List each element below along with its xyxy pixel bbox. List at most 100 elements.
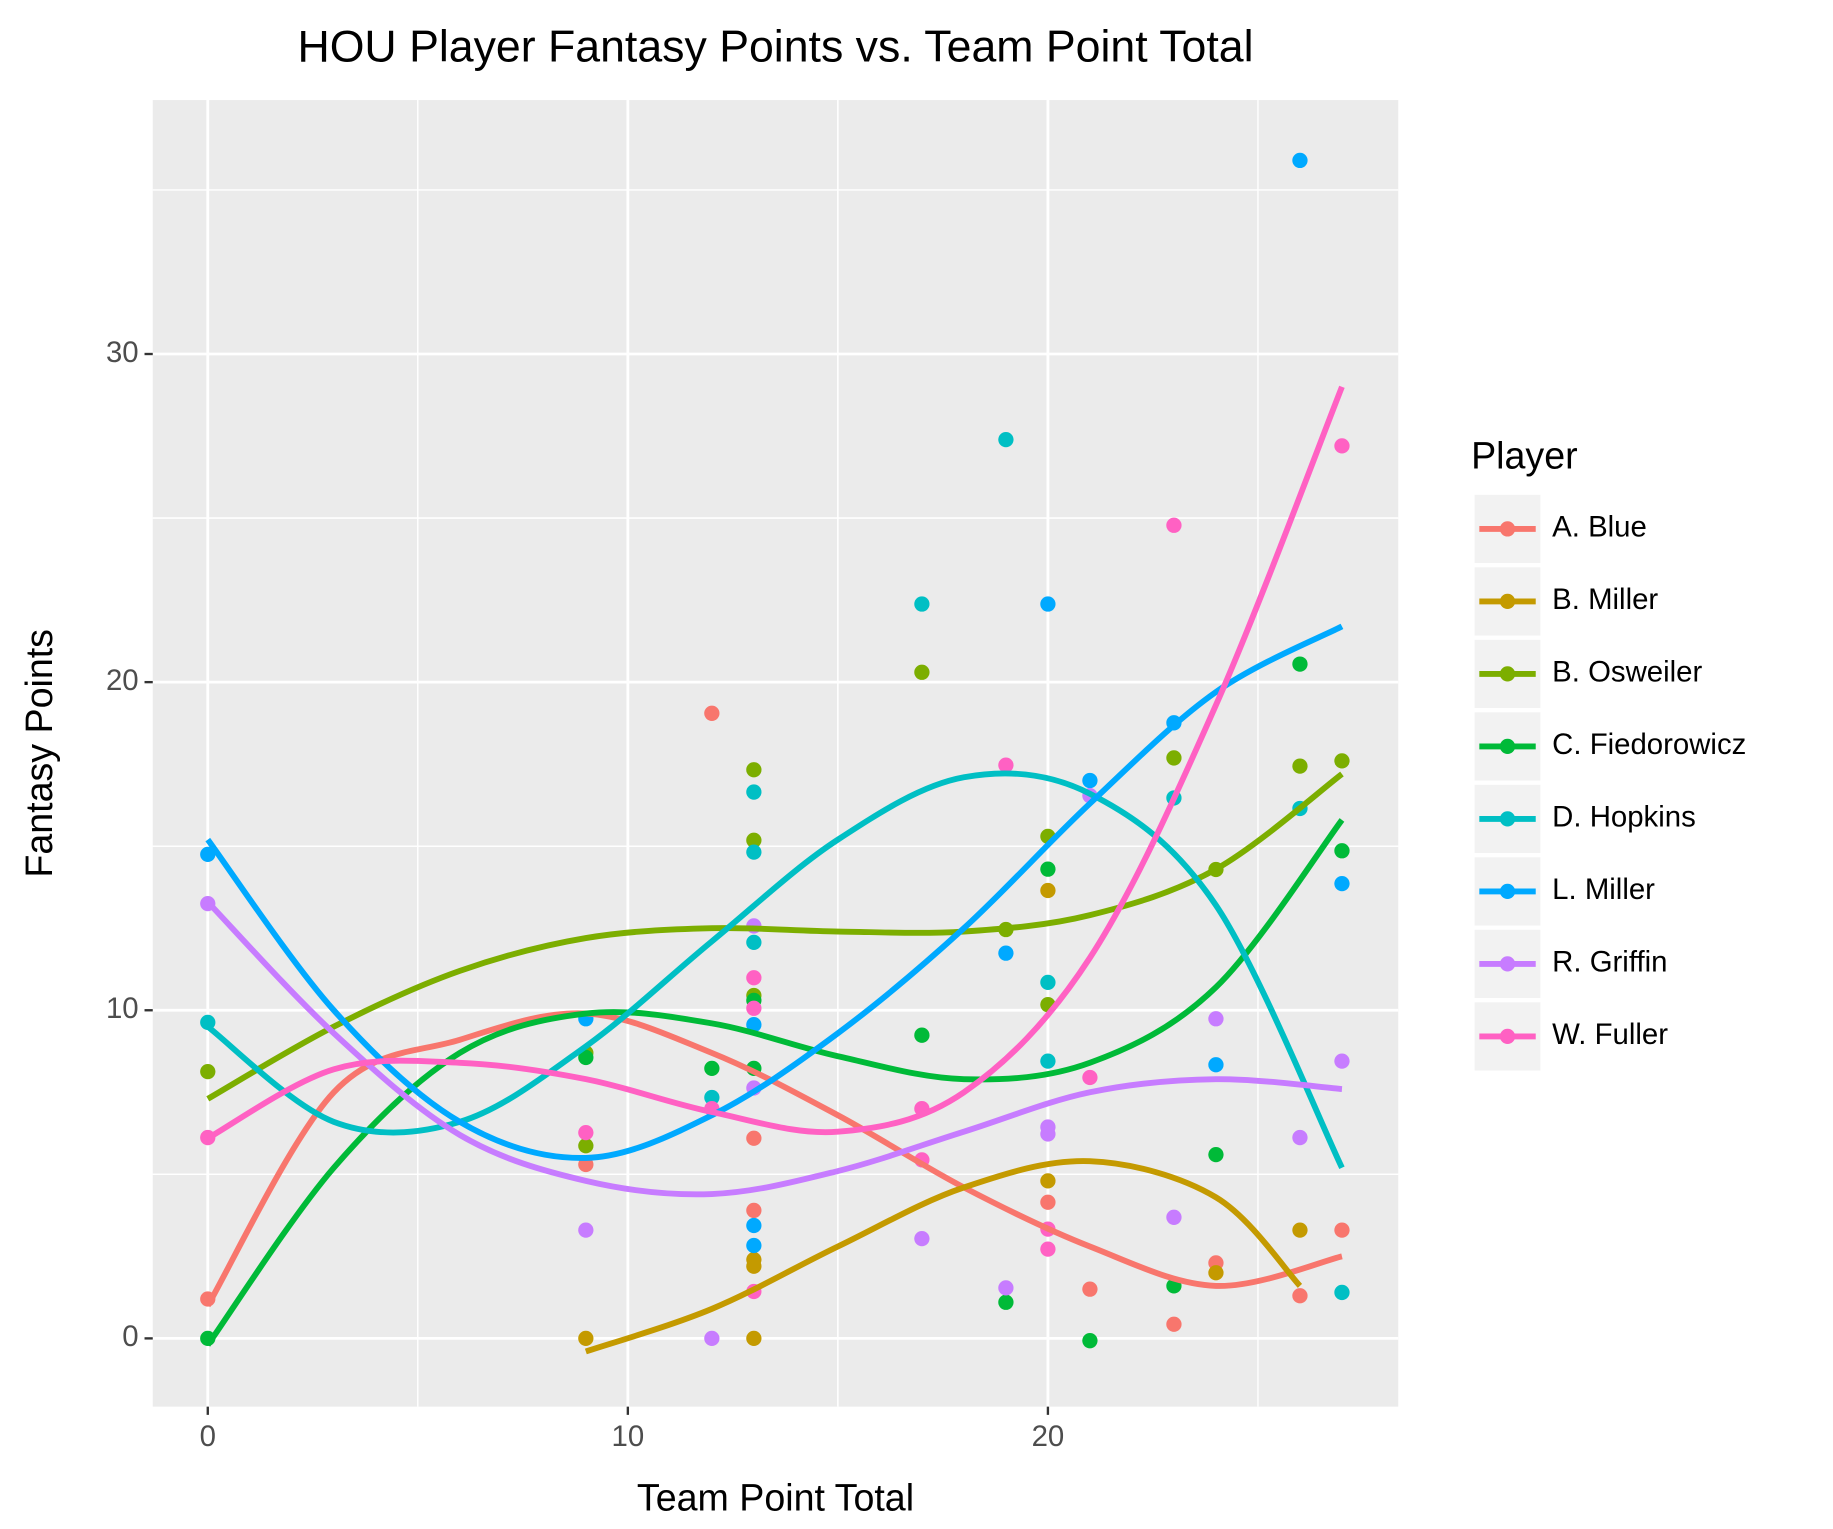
legend-key-point — [1499, 521, 1516, 537]
point — [746, 844, 762, 860]
point — [746, 1237, 762, 1254]
legend-key-point — [1499, 666, 1516, 682]
chart-title: HOU Player Fantasy Points vs. Team Point… — [297, 22, 1253, 71]
point — [1292, 656, 1308, 672]
point — [704, 1330, 720, 1347]
y-tick-label: 20 — [106, 664, 139, 697]
point — [1208, 1011, 1224, 1027]
point — [1292, 152, 1308, 169]
point — [998, 1294, 1014, 1310]
point — [1334, 438, 1350, 454]
legend-key-point — [1499, 883, 1516, 900]
point — [1292, 1129, 1308, 1146]
point — [1040, 1194, 1056, 1210]
legend-label: R. Griffin — [1552, 946, 1667, 979]
legend-key-point — [1499, 956, 1516, 972]
x-tick-label: 20 — [1032, 1420, 1065, 1453]
point — [746, 934, 762, 950]
point — [1082, 1333, 1098, 1349]
point — [1040, 1053, 1056, 1069]
point — [746, 1202, 762, 1219]
trend-line — [205, 899, 1343, 1198]
point — [1334, 1053, 1350, 1069]
x-tick-label: 0 — [200, 1420, 216, 1453]
point — [1040, 1173, 1056, 1189]
legend-title: Player — [1471, 434, 1578, 476]
point — [1166, 750, 1182, 766]
legend-key-point — [1499, 1028, 1516, 1045]
point — [1292, 1222, 1308, 1238]
x-tick-label: 10 — [612, 1420, 645, 1453]
point — [1292, 758, 1308, 774]
point — [998, 945, 1014, 961]
legend-label: B. Osweiler — [1552, 656, 1702, 689]
point — [1334, 1222, 1350, 1238]
point — [1040, 861, 1056, 877]
point — [746, 1130, 762, 1146]
point — [1166, 1209, 1182, 1225]
point — [200, 846, 216, 863]
point — [578, 1049, 594, 1066]
legend-key-point — [1499, 811, 1516, 827]
point — [1334, 843, 1350, 859]
point — [1334, 875, 1350, 892]
point — [578, 1138, 594, 1154]
point — [704, 705, 720, 721]
point — [746, 832, 762, 848]
point — [1208, 1265, 1224, 1281]
y-tick-label: 30 — [106, 336, 139, 369]
point — [746, 762, 762, 778]
point — [1208, 1057, 1224, 1073]
trend-line — [584, 1158, 1303, 1355]
y-axis-title: Fantasy Points — [18, 629, 60, 878]
trend-line — [206, 385, 1345, 1141]
legend-label: A. Blue — [1552, 511, 1647, 544]
plot-background — [152, 100, 1399, 1407]
point — [914, 664, 930, 680]
point — [200, 1063, 216, 1080]
point — [1040, 596, 1056, 612]
legend-label: W. Fuller — [1552, 1018, 1668, 1051]
y-tick-label: 0 — [122, 1320, 138, 1353]
trend-line — [206, 770, 1345, 1170]
point — [704, 1089, 720, 1106]
point — [1082, 772, 1098, 789]
point — [1166, 1316, 1182, 1332]
point — [998, 757, 1014, 773]
legend-label: L. Miller — [1552, 873, 1655, 906]
legend-label: B. Miller — [1552, 583, 1658, 616]
point — [1040, 1241, 1056, 1257]
point — [998, 432, 1014, 448]
point — [914, 1027, 930, 1043]
point — [1040, 974, 1056, 991]
point — [914, 1230, 930, 1247]
legend-key-point — [1499, 593, 1516, 610]
point — [746, 1000, 762, 1016]
point — [1082, 1281, 1098, 1297]
point — [746, 784, 762, 800]
point — [914, 596, 930, 612]
point — [1334, 1284, 1350, 1301]
point — [1292, 1288, 1308, 1304]
point — [578, 1125, 594, 1141]
y-tick-label: 10 — [106, 992, 139, 1025]
point — [998, 1280, 1014, 1296]
trend-line — [205, 818, 1345, 1347]
point — [746, 1217, 762, 1234]
point — [1334, 753, 1350, 769]
point — [1040, 882, 1056, 899]
point — [1166, 517, 1182, 533]
point — [1082, 1069, 1098, 1086]
legend-label: C. Fiedorowicz — [1552, 728, 1746, 761]
legend-key-point — [1499, 738, 1516, 755]
trend-line — [205, 1010, 1343, 1308]
point — [1208, 1146, 1224, 1163]
legend-label: D. Hopkins — [1552, 801, 1696, 834]
trend-line — [205, 623, 1344, 1161]
trend-line — [206, 771, 1344, 1102]
point — [704, 1060, 720, 1076]
point — [1040, 1126, 1056, 1142]
point — [746, 1258, 762, 1274]
x-axis-title: Team Point Total — [637, 1477, 914, 1519]
